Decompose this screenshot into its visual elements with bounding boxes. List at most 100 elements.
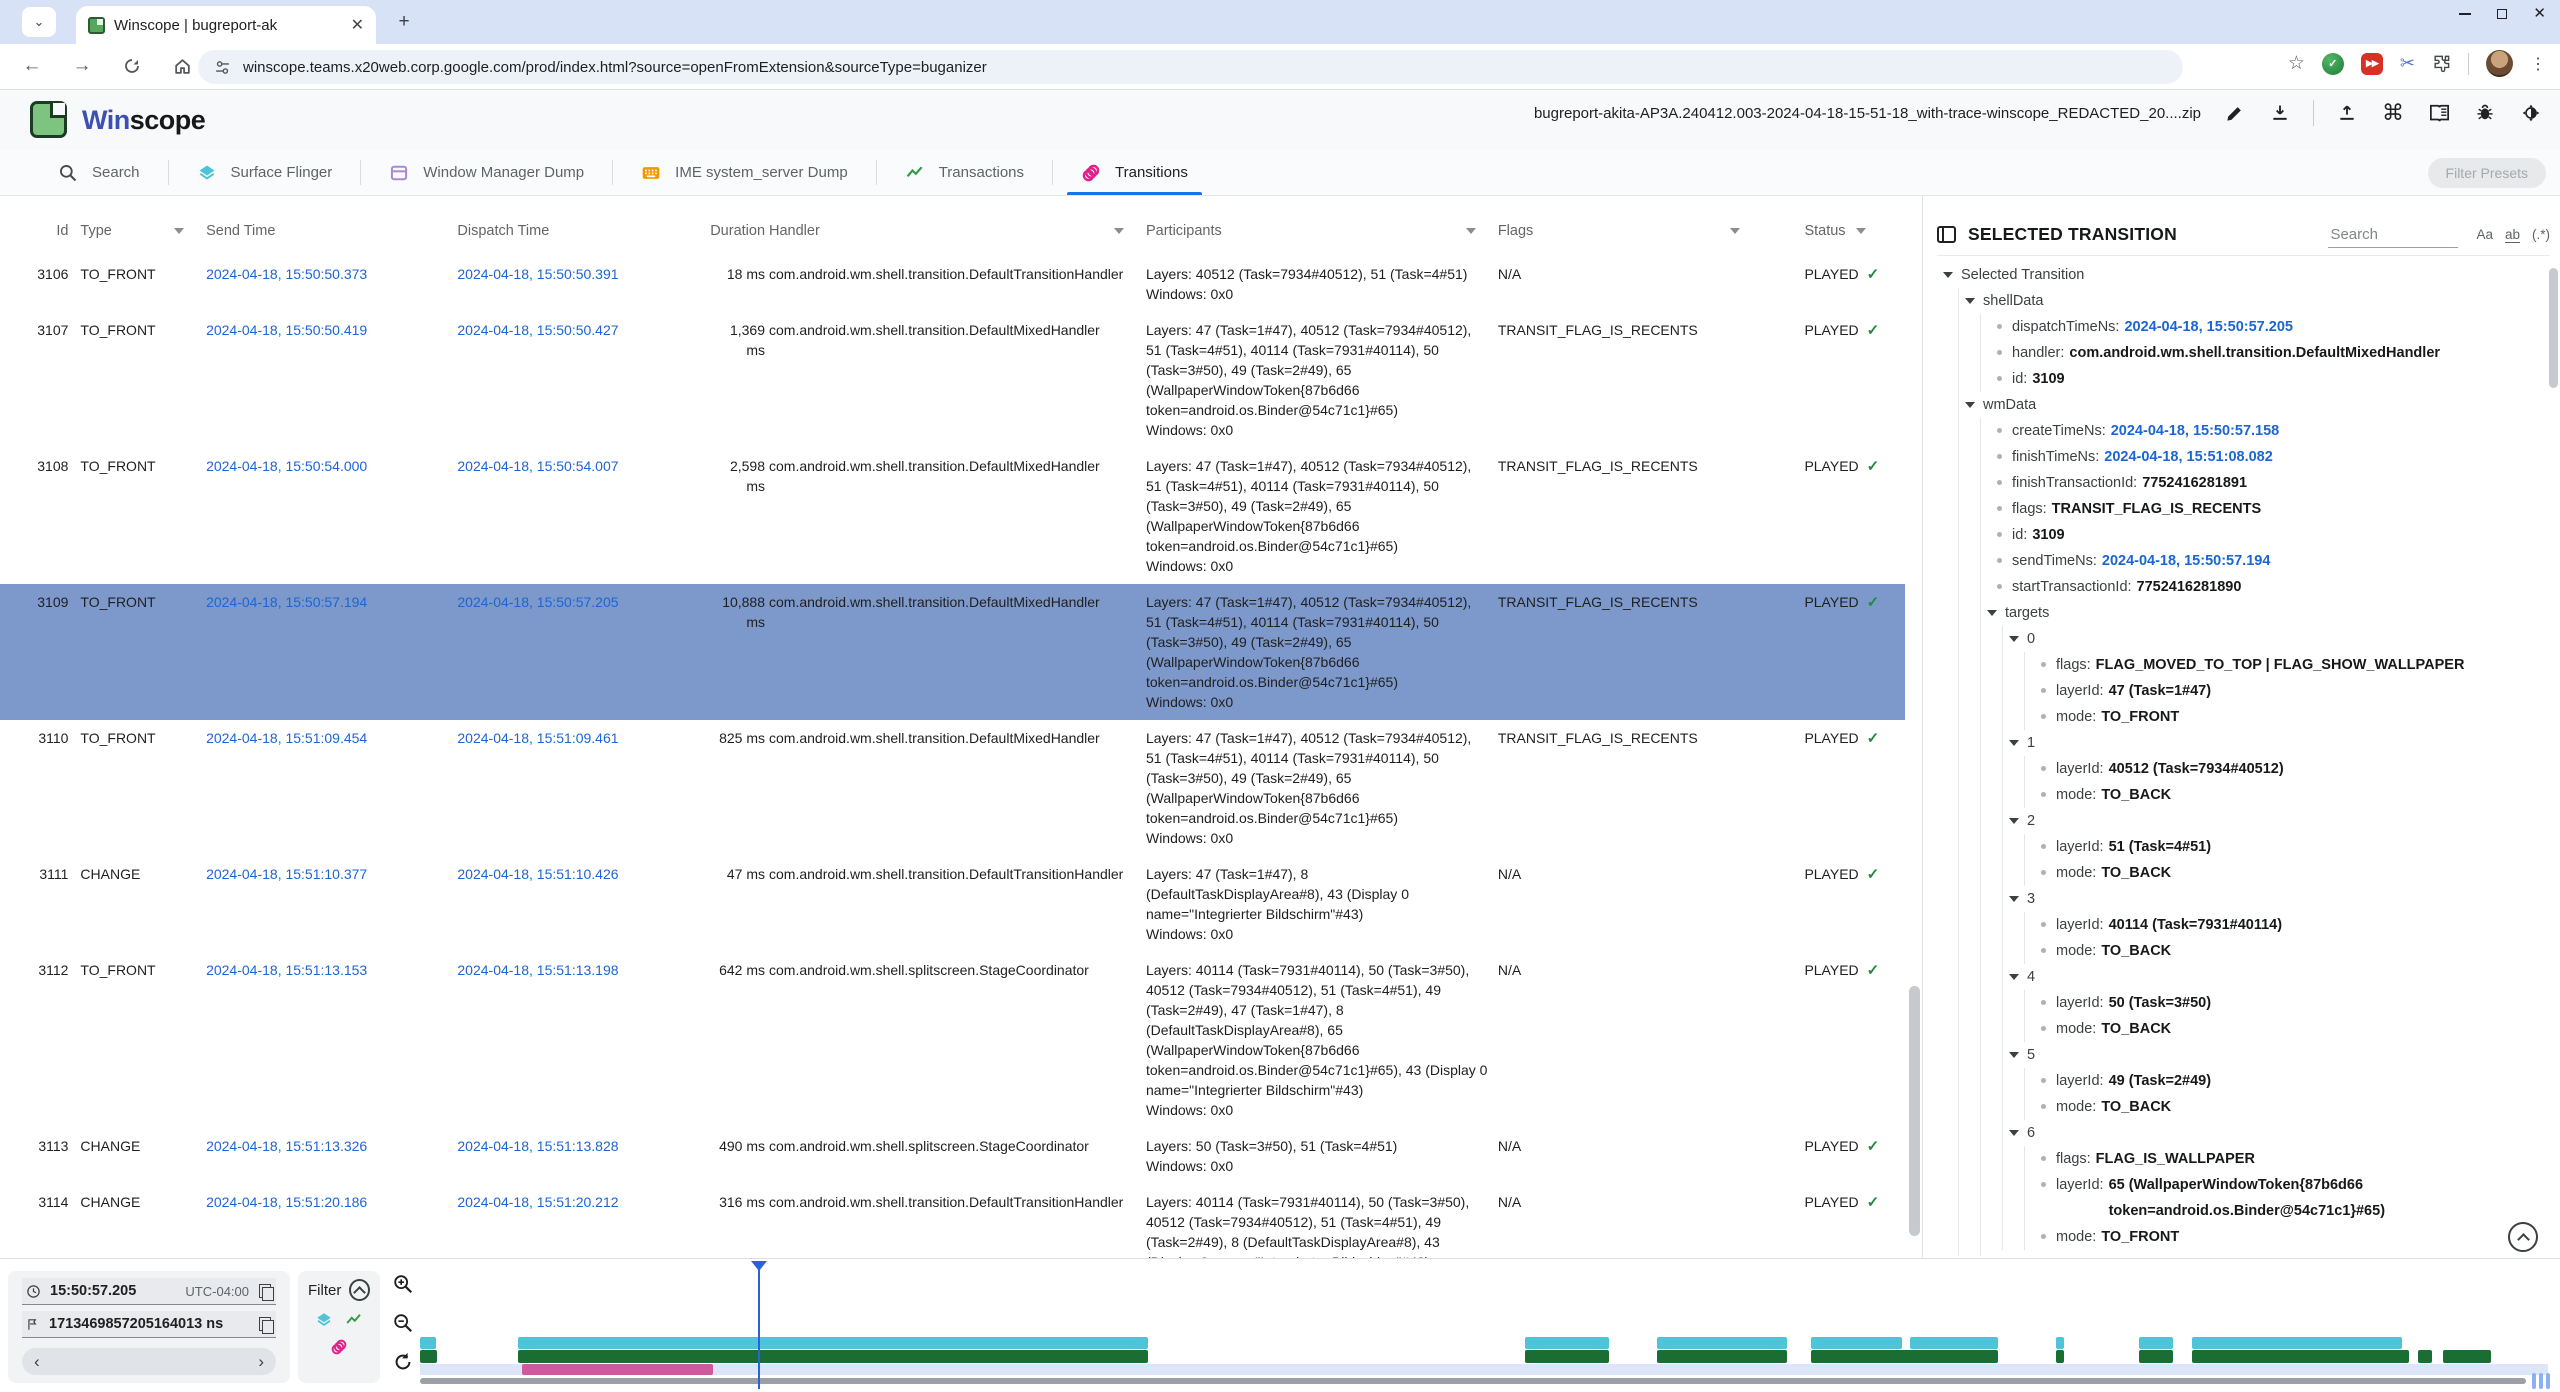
tab-search[interactable]: Search [30,150,168,195]
tree-leaf[interactable]: mode: TO_BACK [2025,1094,2544,1120]
upload-icon[interactable] [2334,100,2360,126]
green-segment[interactable] [2417,1350,2432,1363]
regex-toggle[interactable]: (.*) [2532,227,2550,242]
collapse-arrow-icon[interactable] [2009,818,2019,824]
tree-search-input[interactable] [2328,221,2459,248]
new-tab-button[interactable]: + [398,11,410,32]
tab-surface-flinger[interactable]: Surface Flinger [169,150,361,195]
tree-node[interactable]: Selected Transition [1937,262,2544,288]
timeline-cursor[interactable] [758,1263,761,1389]
zoom-out-icon[interactable] [392,1312,414,1334]
teal-segment[interactable] [1656,1337,1787,1349]
column-header-id[interactable]: Id [56,223,69,239]
tree-leaf[interactable]: layerId: 40512 (Task=7934#40512) [2025,756,2544,782]
green-segment[interactable] [1524,1350,1609,1363]
site-info-icon[interactable] [214,59,231,76]
filter-arrow-icon[interactable] [1730,228,1741,234]
layers-trace-icon[interactable] [315,1311,333,1329]
teal-segment[interactable] [2192,1337,2402,1349]
shortcuts-icon[interactable]: ⌘ [2382,100,2404,125]
tab-close-icon[interactable]: ✕ [350,17,364,34]
zoom-in-icon[interactable] [392,1273,414,1295]
collapse-arrow-icon[interactable] [2009,1052,2019,1058]
tree-leaf[interactable]: flags: TRANSIT_FLAG_IS_RECENTS [1981,496,2544,522]
tree-leaf[interactable]: startTransactionId: 7752416281890 [1981,574,2544,600]
cursor-time-field[interactable]: 15:50:57.205 UTC-04:00 [22,1278,276,1305]
tree-node[interactable]: 6 [2003,1120,2544,1146]
match-case-toggle[interactable]: Aa [2476,227,2493,242]
tree-leaf[interactable]: flags: FLAG_MOVED_TO_TOP | FLAG_SHOW_WALL… [2025,652,2544,678]
forward-icon[interactable]: → [72,55,92,76]
column-header-type[interactable]: Type [80,206,206,256]
report-bug-icon[interactable] [2472,100,2498,126]
tree-leaf[interactable]: layerId: 49 (Task=2#49) [2025,1068,2544,1094]
tree-leaf[interactable]: id: 3109 [1981,522,2544,548]
tree-leaf[interactable]: mode: TO_BACK [2025,1016,2544,1042]
transition-row[interactable]: 3111 CHANGE 2024-04-18, 15:51:10.377 2024-0… [0,856,1905,952]
green-segment[interactable] [2192,1350,2409,1363]
url-bar[interactable]: winscope.teams.x20web.corp.google.com/pr… [198,50,2183,84]
browser-tab[interactable]: Winscope | bugreport-ak ✕ [76,6,376,44]
transition-row[interactable]: 3107 TO_FRONT 2024-04-18, 15:50:50.419 2024… [0,312,1905,448]
collapse-arrow-icon[interactable] [1987,610,1997,616]
next-entry-button[interactable]: › [258,1351,264,1371]
dark-mode-icon[interactable] [2518,100,2544,126]
extension-red-icon[interactable]: ▶▶ [2360,52,2383,75]
timestamp-link[interactable]: 2024-04-18, 15:50:54.007 [457,458,619,474]
timestamp-link[interactable]: 2024-04-18, 15:51:09.461 [457,730,619,746]
teal-segment[interactable] [2139,1337,2174,1349]
transitions-trace-row[interactable] [420,1364,2548,1375]
teal-segment[interactable] [2056,1337,2065,1349]
timeline-cursor-handle[interactable] [751,1261,768,1271]
close-icon[interactable]: ✕ [2533,5,2546,22]
tree-node[interactable]: 4 [2003,964,2544,990]
sf-trace-row[interactable] [420,1337,2548,1349]
tree-leaf[interactable]: sendTimeNs: 2024-04-18, 15:50:57.194 [1981,548,2544,574]
tree-node[interactable]: 0 [2003,626,2544,652]
tree-leaf[interactable]: flags: FLAG_IS_WALLPAPER [2025,1146,2544,1172]
prev-entry-button[interactable]: ‹ [34,1351,40,1371]
column-header-handler[interactable]: Handler [769,206,1146,256]
tree-leaf[interactable]: finishTransactionId: 7752416281891 [1981,470,2544,496]
column-header-send[interactable]: Send Time [206,223,276,239]
tab-transitions[interactable]: Transitions [1053,150,1216,195]
scissors-extension-icon[interactable]: ✂ [2399,53,2415,73]
timestamp-link[interactable]: 2024-04-18, 15:50:50.427 [457,322,619,338]
tree-leaf[interactable]: layerId: 47 (Task=1#47) [2025,678,2544,704]
timestamp-link[interactable]: 2024-04-18, 15:50:57.194 [206,594,368,610]
reload-icon[interactable] [118,52,146,80]
tree-leaf[interactable]: handler: com.android.wm.shell.transition.… [1981,340,2544,366]
maximize-icon[interactable] [2497,9,2508,19]
download-traces-icon[interactable] [2267,100,2293,126]
tree-leaf[interactable]: layerId: 50 (Task=3#50) [2025,990,2544,1016]
edit-filename-icon[interactable] [2221,100,2247,126]
teal-segment[interactable] [1810,1337,1903,1349]
timestamp-link[interactable]: 2024-04-18, 15:50:50.391 [457,266,619,282]
table-scrollbar[interactable] [1909,986,1920,1236]
tab-window-manager-dump[interactable]: Window Manager Dump [361,150,612,195]
tree-node[interactable]: 3 [2003,886,2544,912]
column-header-status[interactable]: Status [1804,206,1905,256]
collapse-filter-button[interactable] [349,1279,370,1301]
collapse-arrow-icon[interactable] [1965,298,1975,304]
timestamp-link[interactable]: 2024-04-18, 15:51:10.426 [457,866,619,882]
timestamp-link[interactable]: 2024-04-18, 15:51:13.828 [457,1138,619,1154]
transition-row[interactable]: 3113 CHANGE 2024-04-18, 15:51:13.326 2024-0… [0,1128,1905,1184]
timeline-range-handles[interactable] [2532,1373,2550,1389]
tree-leaf[interactable]: layerId: 51 (Task=4#51) [2025,834,2544,860]
filter-arrow-icon[interactable] [1855,228,1866,235]
pink-segment[interactable] [522,1364,714,1375]
tree-node[interactable]: 1 [2003,730,2544,756]
tree-leaf[interactable]: mode: TO_BACK [2025,938,2544,964]
scroll-to-top-button[interactable] [2508,1222,2538,1252]
column-header-dispatch[interactable]: Dispatch Time [457,223,550,239]
tree-leaf[interactable]: dispatchTimeNs: 2024-04-18, 15:50:57.205 [1981,314,2544,340]
tree-leaf[interactable]: mode: TO_FRONT [2025,1224,2544,1250]
filter-arrow-icon[interactable] [1465,228,1476,234]
transition-row[interactable]: 3114 CHANGE 2024-04-18, 15:51:20.186 2024-0… [0,1184,1905,1258]
tab-transactions[interactable]: Transactions [877,150,1052,195]
column-header-flags[interactable]: Flags [1498,206,1805,256]
timestamp-link[interactable]: 2024-04-18, 15:50:57.205 [457,594,619,610]
match-word-toggle[interactable]: ab [2504,226,2520,243]
copy-ns-icon[interactable] [259,1316,274,1334]
